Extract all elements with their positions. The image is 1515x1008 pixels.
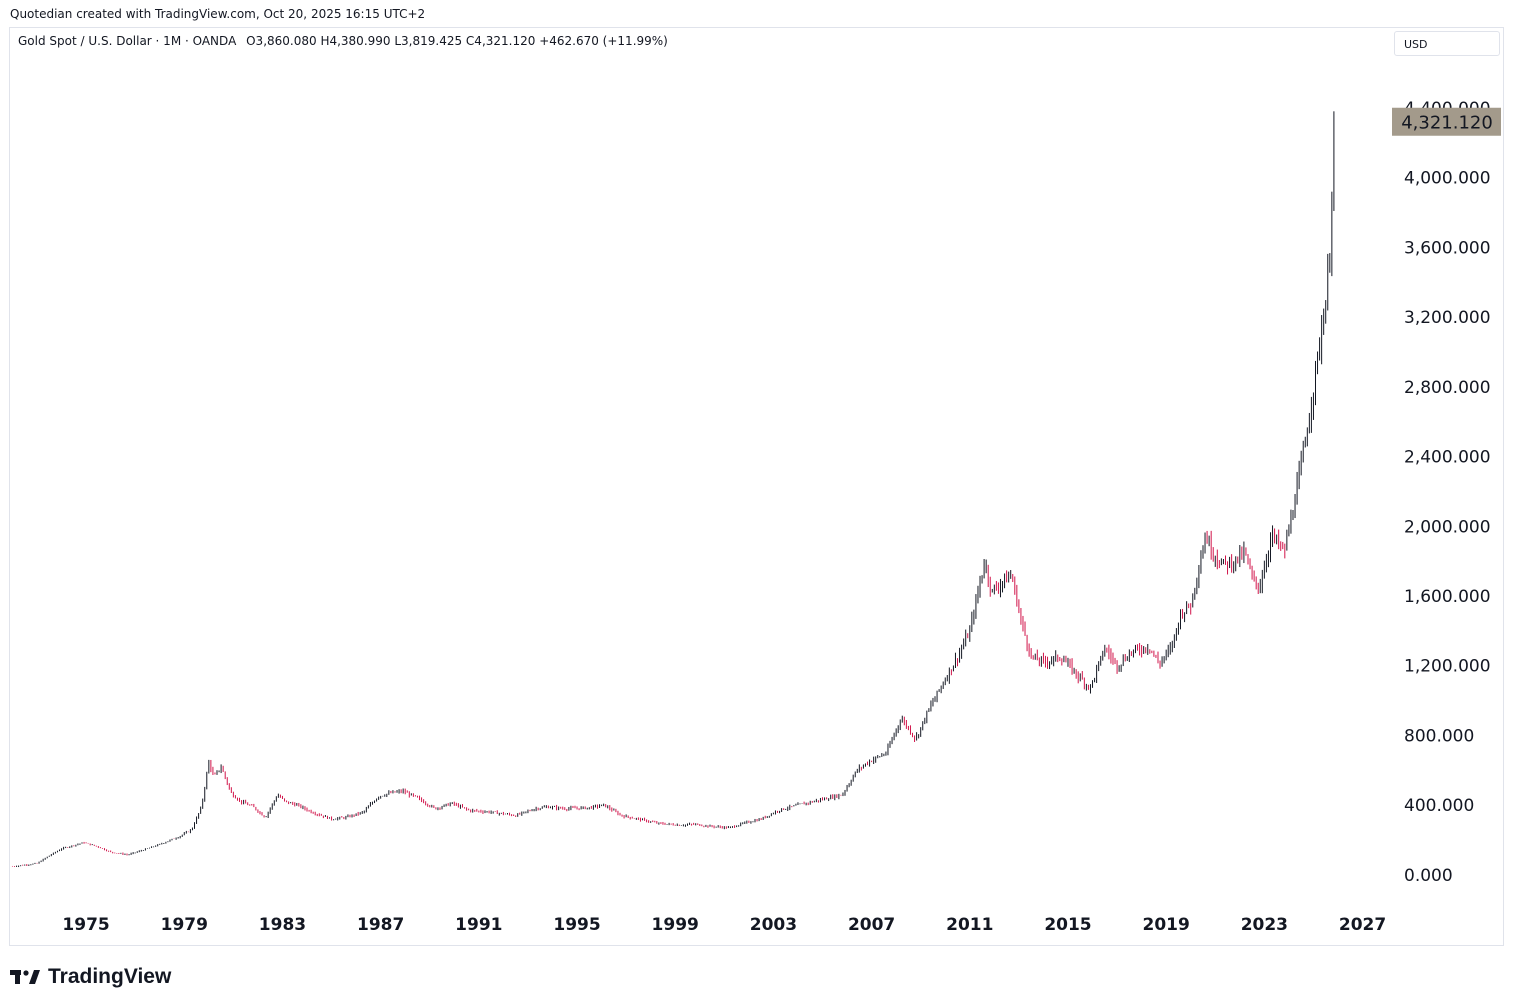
- x-tick-label: 2007: [848, 915, 895, 935]
- x-tick-label: 2011: [946, 915, 993, 935]
- x-tick-label: 2003: [750, 915, 797, 935]
- x-tick-label: 2019: [1143, 915, 1190, 935]
- y-tick-label: 400.000: [1404, 796, 1474, 816]
- y-tick-label: 4,000.000: [1404, 169, 1491, 189]
- x-tick-label: 2027: [1339, 915, 1386, 935]
- y-tick-label: 800.000: [1404, 726, 1474, 746]
- y-tick-label: 2,000.000: [1404, 517, 1491, 537]
- x-tick-label: 1991: [455, 915, 502, 935]
- x-tick-label: 1987: [357, 915, 404, 935]
- y-axis: 0.000 400.000 800.000 1,200.000 1,600.000 2,0…: [1404, 99, 1491, 886]
- y-tick-label: 3,200.000: [1404, 308, 1491, 328]
- chart-attribution: Quotedian created with TradingView.com, …: [10, 7, 426, 21]
- x-axis: 1975 1979 1983 1987 1991 1995 1999 2003 2007 2011…: [62, 915, 1386, 935]
- y-tick-label: 2,400.000: [1404, 448, 1491, 468]
- symbol-legend: Gold Spot / U.S. Dollar · 1M · OANDA O3,…: [18, 34, 668, 48]
- last-price-tag: 4,321.120: [1392, 107, 1501, 136]
- x-tick-label: 1999: [652, 915, 699, 935]
- tv-logo-icon: [10, 970, 40, 984]
- price-bars: [11, 111, 1335, 868]
- x-tick-label: 2015: [1044, 915, 1091, 935]
- price-tag-label: 4,321.120: [1401, 113, 1493, 134]
- x-tick-label: 1975: [62, 915, 109, 935]
- logo-text: TradingView: [48, 965, 172, 988]
- tradingview-logo: TradingView: [10, 965, 171, 989]
- x-tick-label: 1983: [259, 915, 306, 935]
- chart-frame: [9, 27, 1504, 946]
- currency-selector[interactable]: USD: [1394, 31, 1500, 56]
- x-tick-label: 1995: [553, 915, 600, 935]
- y-tick-label: 3,600.000: [1404, 238, 1491, 258]
- ohlc-values: O3,860.080 H4,380.990 L3,819.425 C4,321.…: [246, 34, 668, 48]
- x-tick-label: 2023: [1241, 915, 1288, 935]
- symbol-title: Gold Spot / U.S. Dollar · 1M · OANDA: [18, 34, 237, 48]
- y-tick-label: 2,800.000: [1404, 378, 1491, 398]
- y-tick-label: 1,600.000: [1404, 587, 1491, 607]
- price-tag-background: [1392, 107, 1501, 136]
- y-tick-label: 0.000: [1404, 866, 1453, 886]
- y-tick-label: 1,200.000: [1404, 657, 1491, 677]
- x-tick-label: 1979: [161, 915, 208, 935]
